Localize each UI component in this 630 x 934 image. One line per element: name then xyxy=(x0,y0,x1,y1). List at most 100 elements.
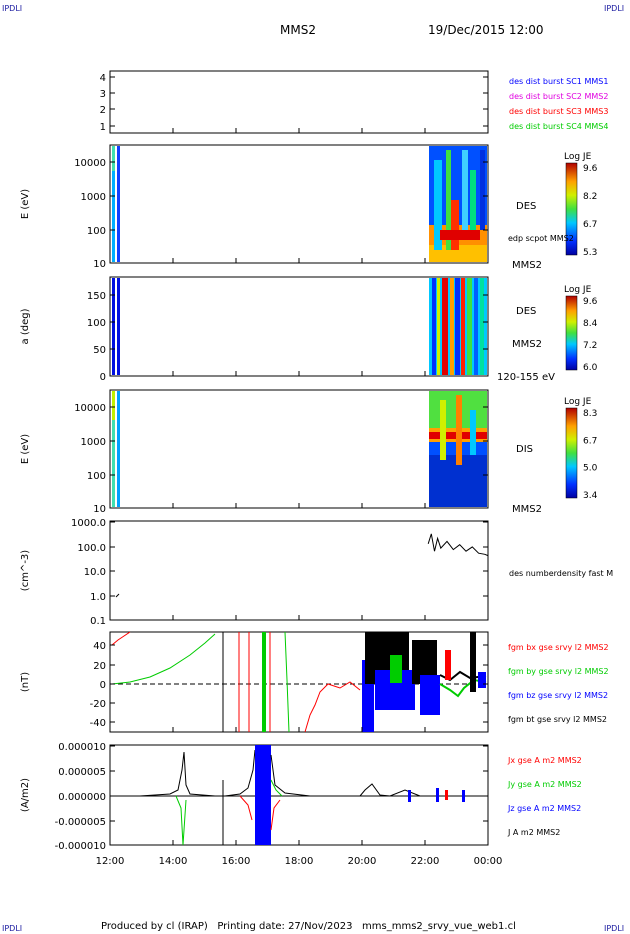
x-tick-label: 20:00 xyxy=(348,856,377,867)
panel-label: DES xyxy=(516,201,536,212)
legend-entry: fgm bz gse srvy l2 MMS2 xyxy=(508,691,608,700)
y-axis-label: a (deg) xyxy=(20,308,31,344)
y-axis-label: (nT) xyxy=(20,672,31,692)
current-traces xyxy=(110,745,488,845)
y-tick-label: -0.000005 xyxy=(55,817,106,828)
corner-label-top-right: IPDLI xyxy=(604,4,625,13)
y-tick-label: 100 xyxy=(87,226,106,237)
y-tick-label: 10000 xyxy=(74,403,106,414)
y-tick-label: 1 xyxy=(100,122,106,133)
colorbar-des-pitch xyxy=(565,295,578,371)
y-tick-label: 0 xyxy=(100,372,106,383)
y-tick-label: 100 xyxy=(87,471,106,482)
y-tick-label: 10 xyxy=(93,504,106,515)
legend-entry: fgm by gse srvy l2 MMS2 xyxy=(508,667,609,676)
y-tick-label: 4 xyxy=(100,73,106,84)
colorbar-tick-label: 9.6 xyxy=(583,297,598,307)
panel-label: MMS2 xyxy=(512,260,542,271)
legend-entry: des dist burst SC1 MMS1 xyxy=(509,77,608,86)
y-tick-label: 3 xyxy=(100,89,106,100)
legend-entry: Jx gse A m2 MMS2 xyxy=(507,756,582,765)
y-tick-label: 0.000000 xyxy=(58,792,106,803)
y-tick-label: 150 xyxy=(87,291,106,302)
colorbar-title: Log JE xyxy=(564,397,592,407)
des-energy-spectrogram xyxy=(112,146,487,262)
legend-entry: Jy gse A m2 MMS2 xyxy=(507,780,582,789)
legend-entry: J A m2 MMS2 xyxy=(507,828,560,837)
colorbar-tick-label: 7.2 xyxy=(583,341,597,351)
panel-frame-burst xyxy=(109,70,489,134)
x-tick-label: 16:00 xyxy=(222,856,251,867)
colorbar-title: Log JE xyxy=(564,285,592,295)
density-trace xyxy=(115,593,120,598)
colorbar-tick-label: 5.0 xyxy=(583,464,598,474)
y-tick-label: 100 xyxy=(87,318,106,329)
colorbar-des-energy xyxy=(565,162,578,256)
colorbar-tick-label: 6.7 xyxy=(583,436,597,446)
y-axis-label: E (eV) xyxy=(20,434,31,464)
colorbar-tick-label: 8.3 xyxy=(583,409,597,419)
y-tick-label: 1000 xyxy=(81,437,106,448)
y-tick-label: -20 xyxy=(90,699,106,710)
datetime-title: 19/Dec/2015 12:00 xyxy=(428,23,544,37)
panel-label: MMS2 xyxy=(512,504,542,515)
x-tick-label: 00:00 xyxy=(474,856,503,867)
legend-entry: des numberdensity fast M xyxy=(509,569,613,578)
colorbar-tick-label: 3.4 xyxy=(583,491,598,501)
x-tick-label: 22:00 xyxy=(411,856,440,867)
panel-label: MMS2 xyxy=(512,339,542,350)
y-tick-label: 0 xyxy=(100,680,106,691)
legend-entry: fgm bx gse srvy l2 MMS2 xyxy=(508,643,609,652)
legend-entry: Jz gse A m2 MMS2 xyxy=(507,804,581,813)
panel-label: DES xyxy=(516,306,536,317)
colorbar-dis-energy xyxy=(565,407,578,499)
legend-entry: des dist burst SC3 MMS3 xyxy=(509,107,608,116)
legend-entry: fgm bt gse srvy l2 MMS2 xyxy=(508,715,607,724)
y-tick-label: 10 xyxy=(93,259,106,270)
spacecraft-title: MMS2 xyxy=(280,23,316,37)
colorbar-tick-label: 8.2 xyxy=(583,192,597,202)
colorbar-title: Log JE xyxy=(564,152,592,162)
panel-label: edp scpot MMS2 xyxy=(508,234,574,243)
colorbar-tick-label: 5.3 xyxy=(583,248,597,258)
y-tick-label: 0.000010 xyxy=(58,742,106,753)
colorbar-tick-label: 8.4 xyxy=(583,319,598,329)
y-axis-label: (cm^-3) xyxy=(20,550,31,591)
footer-credits: Produced by cl (IRAP) Printing date: 27/… xyxy=(101,921,516,932)
bfield-traces xyxy=(110,632,488,732)
y-tick-label: 1.0 xyxy=(90,592,106,603)
y-tick-label: 40 xyxy=(93,641,106,652)
panel-label: 120-155 eV xyxy=(497,372,555,383)
y-tick-label: 50 xyxy=(93,345,106,356)
y-axis-label: (A/m2) xyxy=(20,778,31,812)
corner-label-bottom-right: IPDLI xyxy=(604,924,625,933)
y-tick-label: 1000.0 xyxy=(71,518,106,529)
colorbar-tick-label: 6.7 xyxy=(583,220,597,230)
dis-energy-spectrogram xyxy=(112,391,487,507)
y-tick-label: 20 xyxy=(93,661,106,672)
legend-entry: des dist burst SC2 MMS2 xyxy=(509,92,608,101)
legend-entry: des dist burst SC4 MMS4 xyxy=(509,122,608,131)
y-tick-label: -0.000010 xyxy=(55,841,106,852)
y-tick-label: 100.0 xyxy=(77,543,106,554)
y-tick-label: 10000 xyxy=(74,158,106,169)
x-tick-label: 12:00 xyxy=(96,856,125,867)
des-pitch-spectrogram xyxy=(112,278,487,375)
y-tick-label: 2 xyxy=(100,105,106,116)
y-tick-label: 0.000005 xyxy=(58,767,106,778)
y-tick-label: 0.1 xyxy=(90,616,106,627)
y-tick-label: 1000 xyxy=(81,192,106,203)
colorbar-tick-label: 9.6 xyxy=(583,164,598,174)
corner-label-top-left: IPDLI xyxy=(2,4,23,13)
y-tick-label: -40 xyxy=(90,718,106,729)
y-tick-label: 10.0 xyxy=(84,567,106,578)
x-tick-label: 14:00 xyxy=(159,856,188,867)
x-tick-label: 18:00 xyxy=(285,856,314,867)
y-axis-label: E (eV) xyxy=(20,189,31,219)
colorbar-tick-label: 6.0 xyxy=(583,363,598,373)
corner-label-bottom-left: IPDLI xyxy=(2,924,23,933)
density-series-line xyxy=(427,533,489,557)
panel-label: DIS xyxy=(516,444,533,455)
